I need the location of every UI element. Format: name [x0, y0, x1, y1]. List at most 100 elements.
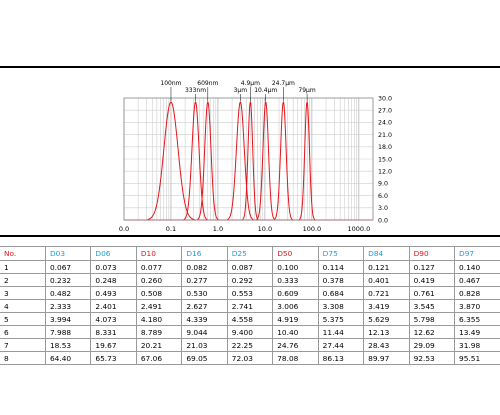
x-tick-label: 10.0: [258, 225, 272, 233]
table-cell: 9.400: [226, 325, 274, 339]
column-header-d97: D97: [454, 246, 500, 261]
column-header-no: No.: [0, 246, 46, 261]
table-row: 6 7.988 8.331 8.789 9.044 9.400 10.40 11.44 12.1…: [0, 325, 500, 339]
y-tick-label: 0.0: [378, 217, 388, 224]
table-cell: 11.44: [317, 325, 365, 339]
table-cell: 19.67: [90, 338, 137, 352]
column-header-d75: D75: [317, 246, 365, 261]
table-cell: 2: [0, 273, 46, 287]
table-row: 3 0.482 0.493 0.508 0.530 0.553 0.609 0.684 0.72…: [0, 286, 500, 300]
table-cell: 1: [0, 260, 46, 274]
table-cell: 3.994: [44, 312, 92, 326]
distribution-curve-1: [147, 101, 195, 221]
table-cell: 72.03: [226, 351, 274, 365]
table-cell: 27.44: [317, 338, 365, 352]
table-cell: 95.51: [454, 351, 500, 365]
table-cell: 65.73: [90, 351, 137, 365]
table-cell: 69.05: [181, 351, 228, 365]
table-cell: 5: [0, 312, 46, 326]
table-header-row: No. D03 D06 D10 D16 D25 D50 D75 D84 D90 D97: [0, 246, 500, 261]
distribution-curve-3: [197, 101, 219, 221]
x-tick-label: 1000.0: [347, 225, 370, 233]
table-cell: 4: [0, 299, 46, 313]
table-cell: 3.870: [454, 299, 500, 313]
table-cell: 0.553: [226, 286, 274, 300]
table-cell: 28.43: [363, 338, 410, 352]
table-cell: 0.121: [363, 260, 410, 274]
y-tick-label: 24.0: [378, 120, 392, 127]
table-cell: 13.49: [454, 325, 500, 339]
table-cell: 20.21: [135, 338, 183, 352]
peak-annotation: 10.4μm: [254, 87, 277, 94]
distribution-curve-2: [183, 101, 208, 221]
table-cell: 78.08: [272, 351, 319, 365]
table-cell: 4.073: [90, 312, 137, 326]
table-cell: 3.308: [317, 299, 365, 313]
table-cell: 0.077: [135, 260, 183, 274]
table-cell: 5.798: [408, 312, 456, 326]
y-tick-label: 18.0: [378, 144, 392, 151]
x-tick-label: 100.0: [303, 225, 322, 233]
table-cell: 0.067: [44, 260, 92, 274]
peak-annotation: 79μm: [298, 87, 315, 94]
table-cell: 0.292: [226, 273, 274, 287]
table-cell: 0.073: [90, 260, 137, 274]
table-cell: 8.789: [135, 325, 183, 339]
chart-axes: 0.0 0.1 1.0 10.0 100.0 1000.0 0.0 3.0 6.0 9.0 12.0…: [119, 95, 392, 233]
table-cell: 8: [0, 351, 46, 365]
y-tick-label: 15.0: [378, 156, 392, 163]
table-cell: 12.62: [408, 325, 456, 339]
table-cell: 0.260: [135, 273, 183, 287]
y-tick-label: 9.0: [378, 181, 388, 188]
table-cell: 0.828: [454, 286, 500, 300]
table-cell: 0.609: [272, 286, 319, 300]
column-header-d84: D84: [363, 246, 410, 261]
table-row: 2 0.232 0.248 0.260 0.277 0.292 0.333 0.378 0.40…: [0, 273, 500, 287]
distribution-curve-8: [298, 101, 316, 220]
table-cell: 29.09: [408, 338, 456, 352]
x-tick-label: 0.0: [119, 225, 129, 233]
table-cell: 7.988: [44, 325, 92, 339]
table-cell: 3.419: [363, 299, 410, 313]
distribution-curve-4: [227, 101, 254, 221]
table-cell: 0.684: [317, 286, 365, 300]
table-cell: 3: [0, 286, 46, 300]
table-cell: 86.13: [317, 351, 365, 365]
table-row: 8 64.40 65.73 67.06 69.05 72.03 78.08 86.13 89.9…: [0, 351, 500, 365]
table-cell: 8.331: [90, 325, 137, 339]
table-cell: 2.401: [90, 299, 137, 313]
table-cell: 0.082: [181, 260, 228, 274]
table-cell: 2.333: [44, 299, 92, 313]
column-header-d10: D10: [135, 246, 183, 261]
table-cell: 0.232: [44, 273, 92, 287]
table-cell: 2.627: [181, 299, 228, 313]
table-cell: 31.98: [454, 338, 500, 352]
peak-annotation: 333nm: [185, 87, 206, 94]
table-cell: 10.40: [272, 325, 319, 339]
peak-annotation: 4.9μm: [241, 80, 260, 87]
table-cell: 0.508: [135, 286, 183, 300]
column-header-d90: D90: [408, 246, 456, 261]
table-row: 1 0.067 0.073 0.077 0.082 0.087 0.100 0.114 0.12…: [0, 260, 500, 274]
distribution-curve-6: [256, 101, 276, 221]
table-cell: 0.333: [272, 273, 319, 287]
table-cell: 0.721: [363, 286, 410, 300]
table-cell: 0.401: [363, 273, 410, 287]
column-header-d25: D25: [226, 246, 274, 261]
table-cell: 4.339: [181, 312, 228, 326]
particle-size-distribution-chart: 0.0 0.1 1.0 10.0 100.0 1000.0 0.0 3.0 6.0 9.0 12.0…: [119, 80, 392, 233]
column-header-d03: D03: [44, 246, 92, 261]
table-cell: 6: [0, 325, 46, 339]
y-tick-label: 27.0: [378, 108, 392, 115]
table-cell: 3.545: [408, 299, 456, 313]
peak-annotation: 100nm: [160, 80, 181, 87]
top-rule: [0, 66, 500, 68]
table-cell: 0.114: [317, 260, 365, 274]
peak-annotation: 24.7μm: [272, 80, 295, 87]
table-cell: 2.741: [226, 299, 274, 313]
table-cell: 64.40: [44, 351, 92, 365]
table-cell: 0.127: [408, 260, 456, 274]
middle-rule: [0, 235, 500, 237]
table-cell: 0.140: [454, 260, 500, 274]
chart-curves: [124, 101, 373, 221]
